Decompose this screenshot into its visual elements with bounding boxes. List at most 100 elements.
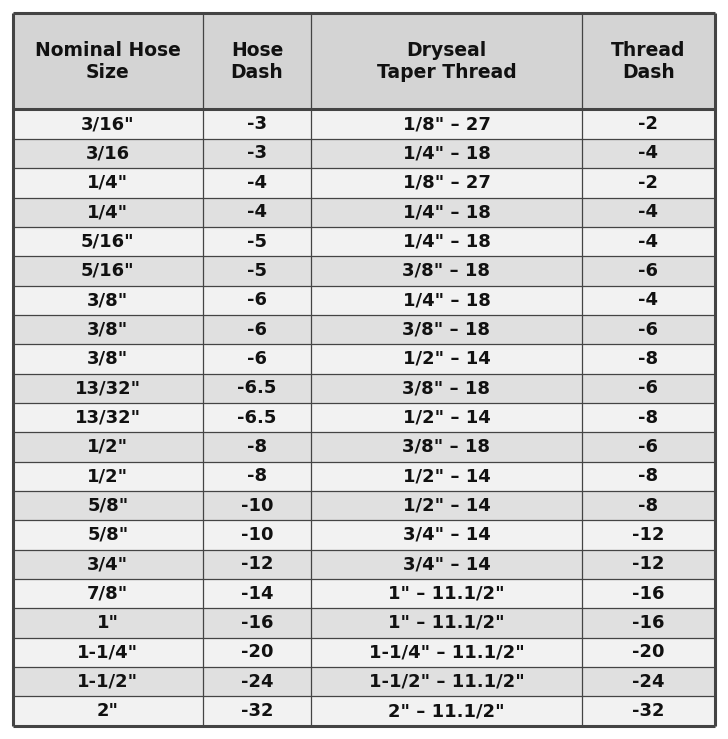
Text: -10: -10: [241, 526, 273, 544]
Text: 1-1/2": 1-1/2": [77, 672, 138, 691]
Text: 3/4" – 14: 3/4" – 14: [403, 526, 491, 544]
Text: -20: -20: [632, 644, 665, 661]
Bar: [582, 608, 715, 638]
Bar: [582, 696, 715, 726]
Bar: [582, 403, 715, 432]
Bar: [312, 315, 582, 344]
Bar: [13, 168, 202, 197]
Text: -12: -12: [241, 555, 273, 573]
Bar: [582, 579, 715, 608]
Bar: [312, 109, 582, 139]
Text: 1/4" – 18: 1/4" – 18: [403, 233, 491, 251]
Bar: [582, 285, 715, 315]
Text: -8: -8: [638, 350, 658, 368]
Bar: [312, 667, 582, 696]
Text: 1/2" – 14: 1/2" – 14: [403, 350, 491, 368]
Bar: [202, 374, 312, 403]
Bar: [312, 227, 582, 256]
Bar: [582, 462, 715, 491]
Bar: [582, 667, 715, 696]
Text: 1-1/4" – 11.1/2": 1-1/4" – 11.1/2": [368, 644, 524, 661]
Text: 3/4" – 14: 3/4" – 14: [403, 555, 491, 573]
Bar: [202, 285, 312, 315]
Text: 3/8" – 18: 3/8" – 18: [403, 379, 491, 398]
Text: Nominal Hose
Size: Nominal Hose Size: [35, 41, 181, 82]
Text: 5/16": 5/16": [81, 262, 135, 280]
Bar: [312, 403, 582, 432]
Text: -6.5: -6.5: [237, 379, 277, 398]
Text: -20: -20: [241, 644, 273, 661]
Text: -8: -8: [638, 497, 658, 514]
Bar: [582, 520, 715, 550]
Bar: [13, 491, 202, 520]
Text: -6: -6: [247, 291, 267, 309]
Text: 2": 2": [97, 702, 119, 720]
Bar: [202, 315, 312, 344]
Bar: [13, 315, 202, 344]
Bar: [312, 520, 582, 550]
Text: -8: -8: [638, 409, 658, 426]
Bar: [582, 374, 715, 403]
Text: 1/4" – 18: 1/4" – 18: [403, 203, 491, 221]
Bar: [13, 550, 202, 579]
Text: -2: -2: [638, 115, 658, 133]
Text: 3/8" – 18: 3/8" – 18: [403, 438, 491, 456]
Bar: [312, 462, 582, 491]
Bar: [13, 579, 202, 608]
Bar: [13, 256, 202, 285]
Text: -24: -24: [632, 672, 665, 691]
Text: -16: -16: [632, 614, 665, 632]
Text: Thread
Dash: Thread Dash: [611, 41, 686, 82]
Bar: [582, 197, 715, 227]
Bar: [582, 638, 715, 667]
Bar: [202, 403, 312, 432]
Bar: [582, 139, 715, 168]
Bar: [202, 462, 312, 491]
Text: -12: -12: [632, 526, 665, 544]
Bar: [312, 256, 582, 285]
Text: 1/4": 1/4": [87, 174, 128, 192]
Bar: [582, 550, 715, 579]
Bar: [582, 168, 715, 197]
Text: -2: -2: [638, 174, 658, 192]
Text: -4: -4: [247, 174, 267, 192]
Text: -4: -4: [638, 145, 658, 163]
Bar: [312, 13, 582, 109]
Bar: [13, 608, 202, 638]
Text: -24: -24: [241, 672, 273, 691]
Text: 1" – 11.1/2": 1" – 11.1/2": [388, 585, 505, 602]
Text: Hose
Dash: Hose Dash: [231, 41, 283, 82]
Text: -12: -12: [632, 555, 665, 573]
Text: -6: -6: [638, 379, 658, 398]
Bar: [202, 13, 312, 109]
Text: -10: -10: [241, 497, 273, 514]
Text: 1/8" – 27: 1/8" – 27: [403, 174, 491, 192]
Text: -6: -6: [638, 262, 658, 280]
Bar: [13, 344, 202, 374]
Bar: [582, 13, 715, 109]
Bar: [202, 550, 312, 579]
Text: 1/4": 1/4": [87, 203, 128, 221]
Bar: [202, 227, 312, 256]
Text: 7/8": 7/8": [87, 585, 128, 602]
Text: 2" – 11.1/2": 2" – 11.1/2": [388, 702, 505, 720]
Text: 3/16": 3/16": [81, 115, 135, 133]
Bar: [13, 197, 202, 227]
Bar: [312, 285, 582, 315]
Bar: [202, 491, 312, 520]
Bar: [582, 432, 715, 462]
Bar: [13, 638, 202, 667]
Text: 13/32": 13/32": [75, 379, 141, 398]
Text: -6: -6: [247, 321, 267, 338]
Bar: [312, 374, 582, 403]
Bar: [13, 403, 202, 432]
Bar: [312, 550, 582, 579]
Text: 1/4" – 18: 1/4" – 18: [403, 145, 491, 163]
Bar: [582, 109, 715, 139]
Text: 3/8" – 18: 3/8" – 18: [403, 321, 491, 338]
Bar: [202, 432, 312, 462]
Bar: [202, 256, 312, 285]
Bar: [312, 696, 582, 726]
Bar: [312, 139, 582, 168]
Text: -8: -8: [247, 438, 267, 456]
